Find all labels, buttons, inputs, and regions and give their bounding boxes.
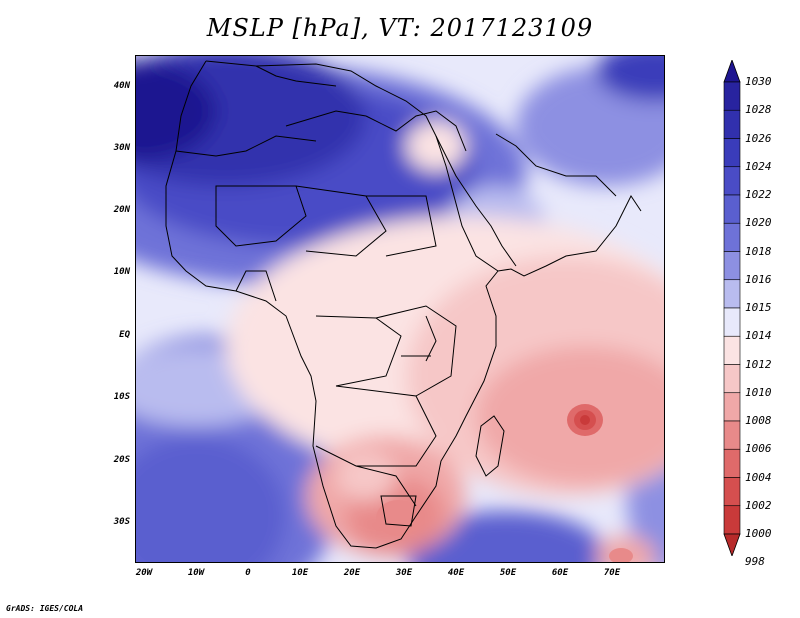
colorbar-label: 1016 <box>745 272 772 286</box>
colorbar-label: 998 <box>745 555 765 569</box>
colorbar-cell <box>723 448 741 478</box>
lon-label: 10W <box>187 568 205 578</box>
colorbar-label: 1002 <box>745 498 772 512</box>
colorbar-cell <box>723 138 741 168</box>
lon-label: 70E <box>603 568 621 578</box>
lat-label: 20S <box>113 455 130 465</box>
colorbar-label: 1006 <box>745 442 772 456</box>
lon-label: 60E <box>551 568 569 578</box>
lon-label: 10E <box>291 568 309 578</box>
colorbar-top-triangle <box>723 60 741 83</box>
colorbar-cell <box>723 420 741 450</box>
colorbar <box>723 60 741 556</box>
lat-label: 10N <box>113 267 130 277</box>
colorbar-label: 1028 <box>745 103 772 117</box>
colorbar-label: 1010 <box>745 385 772 399</box>
colorbar-cell <box>723 335 741 365</box>
colorbar-cell <box>723 251 741 281</box>
lon-label: 20E <box>343 568 361 578</box>
colorbar-label: 1018 <box>745 244 772 258</box>
lat-label: 30N <box>113 143 130 153</box>
colorbar-cell <box>723 364 741 394</box>
lat-label: EQ <box>119 330 130 340</box>
colorbar-label: 1022 <box>745 188 772 201</box>
lon-label: 40E <box>447 568 465 578</box>
colorbar-cell <box>723 109 741 139</box>
mslp-field <box>136 56 664 562</box>
footer-credit: GrADS: IGES/COLA <box>6 604 84 613</box>
colorbar-cell <box>723 279 741 309</box>
lat-label: 40N <box>113 81 130 91</box>
colorbar-label: 1020 <box>745 216 772 230</box>
colorbar-label: 1024 <box>745 159 772 173</box>
colorbar-cell <box>723 477 741 507</box>
colorbar-label: 1012 <box>745 357 772 371</box>
chart-title: MSLP [hPa], VT: 2017123109 <box>206 14 594 42</box>
lon-label: 30E <box>395 568 413 578</box>
colorbar-cell <box>723 392 741 422</box>
lat-label: 30S <box>113 517 130 527</box>
colorbar-label: 1008 <box>745 414 772 427</box>
colorbar-label: 1014 <box>745 329 772 343</box>
lat-label: 20N <box>113 205 130 215</box>
lon-label: 0 <box>245 568 251 578</box>
lon-label: 20W <box>135 568 153 578</box>
colorbar-bottom-triangle <box>723 533 741 556</box>
colorbar-label: 1030 <box>745 75 772 88</box>
colorbar-label: 1004 <box>745 470 772 484</box>
colorbar-cell <box>723 505 741 535</box>
colorbar-label: 1015 <box>745 301 772 314</box>
colorbar-cell <box>723 166 741 196</box>
colorbar-cell <box>723 307 741 337</box>
colorbar-label: 1000 <box>745 527 772 540</box>
lat-label: 10S <box>113 392 130 402</box>
colorbar-label: 1026 <box>745 131 772 145</box>
lon-label: 50E <box>499 568 517 578</box>
colorbar-cell <box>723 81 741 111</box>
colorbar-cell <box>723 222 741 252</box>
pressure-map <box>135 55 665 563</box>
colorbar-cell <box>723 194 741 224</box>
